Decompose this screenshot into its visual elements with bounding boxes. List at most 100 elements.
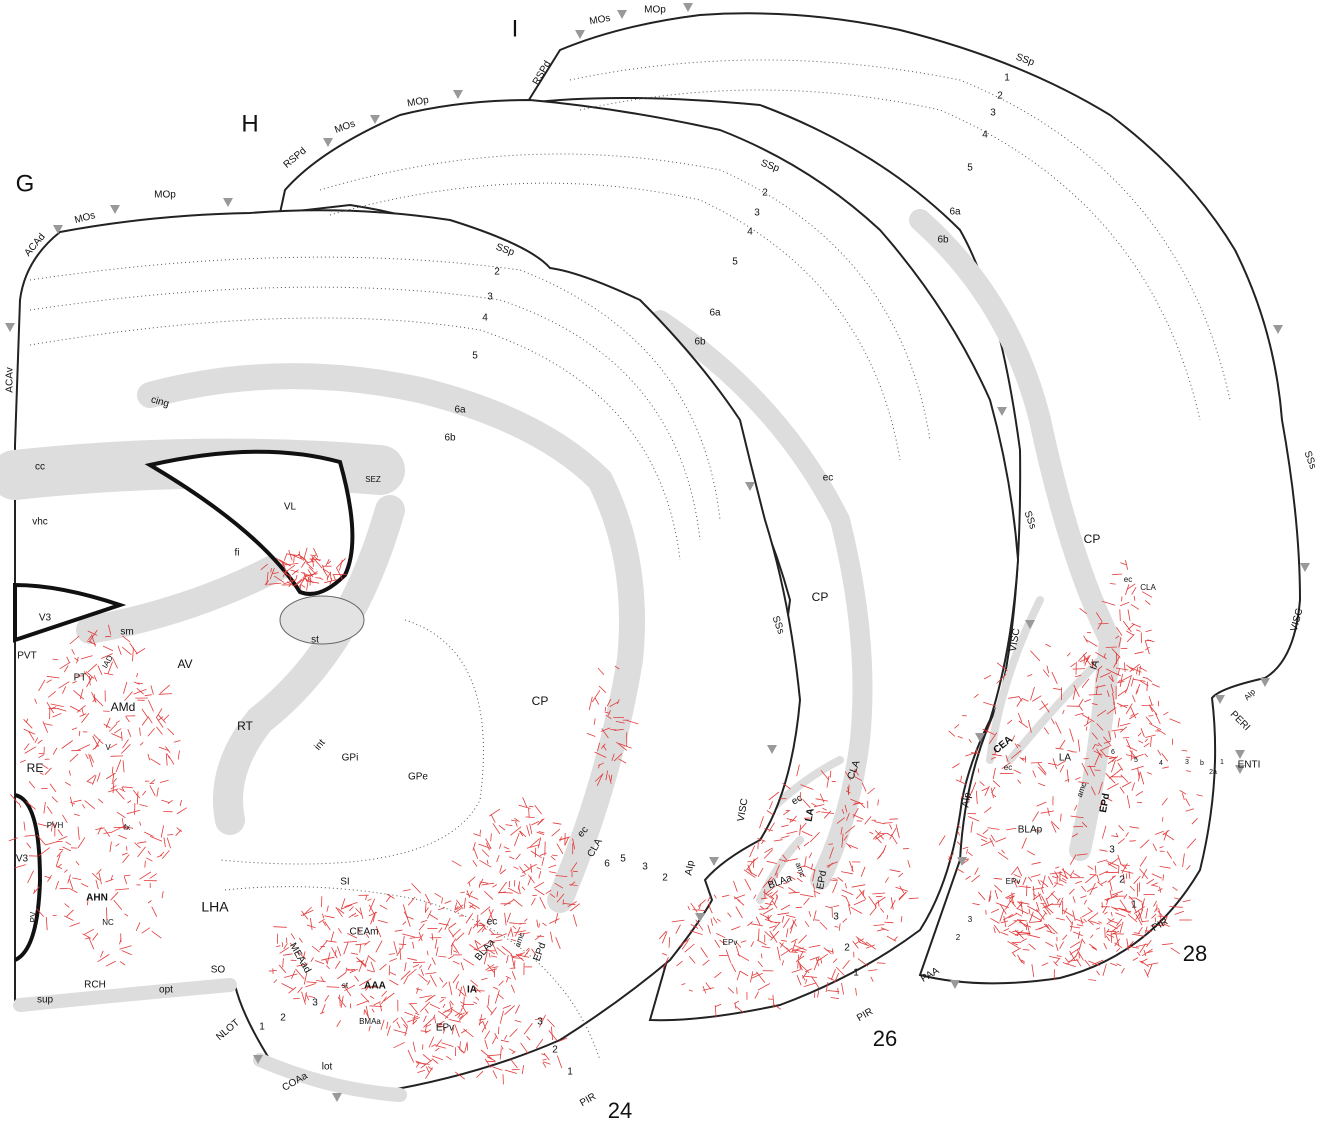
fiber [1073, 669, 1086, 670]
region-label: 2 [494, 267, 500, 278]
region-label: st [311, 635, 319, 646]
region-label: MOs [333, 118, 357, 136]
region-label: opt [159, 985, 173, 996]
region-label: 3 [537, 1017, 543, 1028]
region-label: LA [804, 807, 817, 822]
region-label: st [342, 981, 349, 990]
fiber [1147, 964, 1152, 976]
fiber [476, 1071, 483, 1077]
region-label: SSp [1014, 52, 1036, 69]
region-label: sm [120, 627, 133, 638]
region-label: AIp [1242, 687, 1257, 702]
section-number: 24 [608, 1098, 632, 1123]
fiber [1103, 964, 1107, 976]
fiber [1144, 950, 1146, 956]
region-label: CP [1084, 532, 1101, 546]
fiber [1162, 944, 1173, 945]
fiber [543, 1062, 546, 1067]
region-label: 6 [1111, 749, 1115, 756]
boundary-marker [1260, 678, 1270, 687]
section-outlines [15, 13, 1300, 1095]
fiber [838, 988, 839, 994]
region-label: PERI [1228, 709, 1252, 733]
region-label: ec [487, 917, 498, 928]
region-label: MOp [644, 5, 666, 16]
boundary-marker [332, 1093, 342, 1102]
region-label: ec [1124, 575, 1132, 584]
boundary-marker [223, 198, 233, 207]
region-label: 3 [312, 998, 318, 1009]
region-label: SI [340, 877, 349, 888]
fiber [1121, 968, 1124, 973]
region-label: 4 [982, 130, 988, 141]
boundary-marker [110, 205, 120, 214]
fiber [889, 819, 898, 820]
boundary-marker [683, 3, 693, 12]
boundary-marker [1273, 325, 1283, 334]
region-label: ec [1004, 763, 1012, 772]
region-label: 2 [552, 1045, 558, 1056]
region-label: 4 [1159, 760, 1163, 767]
fiber [53, 659, 59, 660]
region-label: 2 [280, 1013, 286, 1024]
fiber [282, 942, 283, 947]
panel-letter: I [512, 15, 519, 42]
fiber [1136, 944, 1148, 947]
region-label: V3 [39, 613, 52, 624]
fiber [978, 769, 979, 773]
region-label: 5 [967, 163, 973, 174]
region-label: fi [235, 548, 240, 559]
region-label: sup [37, 995, 54, 1006]
fiber [1106, 647, 1117, 648]
fiber [346, 968, 347, 973]
fiber [829, 844, 834, 845]
fiber [1097, 971, 1100, 975]
boundary-marker [5, 323, 15, 332]
region-label: 3 [642, 862, 648, 873]
region-label: PIR [855, 1006, 875, 1024]
region-label: MOp [154, 190, 176, 201]
region-label: 3 [990, 108, 996, 119]
boundary-marker [1215, 695, 1225, 704]
region-label: NLOT [214, 1017, 242, 1043]
fiber [511, 1059, 518, 1068]
region-label: cc [35, 462, 45, 473]
fiber [1118, 866, 1119, 873]
region-label: AV [177, 657, 192, 671]
region-label: 6b [937, 235, 949, 246]
region-label: 1 [567, 1067, 573, 1078]
fiber [1117, 964, 1122, 966]
region-label: CEAm [350, 927, 379, 938]
region-label: RE [27, 761, 44, 775]
region-label: 3 [833, 912, 839, 923]
region-label: CP [532, 694, 549, 708]
region-label: 2 [997, 91, 1003, 102]
panel-letter: H [241, 110, 258, 137]
region-label: AHN [86, 893, 108, 904]
boundary-marker [370, 115, 380, 124]
boundary-marker [950, 980, 960, 989]
fiber [796, 907, 802, 908]
region-label: 3 [1185, 759, 1189, 766]
panel-letter: G [16, 170, 35, 197]
region-label: 5 [620, 854, 626, 865]
region-label: 1 [1220, 759, 1224, 766]
fiber [493, 1071, 497, 1079]
fiber [1183, 900, 1191, 902]
fiber [827, 991, 839, 992]
fiber [1148, 963, 1159, 965]
region-label: V3 [16, 854, 29, 865]
boundary-marker [1300, 563, 1310, 572]
fiber [1175, 911, 1184, 914]
fiber [492, 1067, 502, 1071]
fiber [818, 991, 819, 998]
region-label: 3 [754, 208, 760, 219]
region-label: MOp [406, 95, 430, 110]
region-label: RT [237, 719, 253, 733]
boundary-marker [575, 30, 585, 39]
region-label: ACAv [5, 367, 16, 392]
fiber [1133, 958, 1138, 961]
region-label: PT [74, 673, 87, 684]
region-label: 3 [487, 292, 493, 303]
fiber [543, 1062, 550, 1065]
